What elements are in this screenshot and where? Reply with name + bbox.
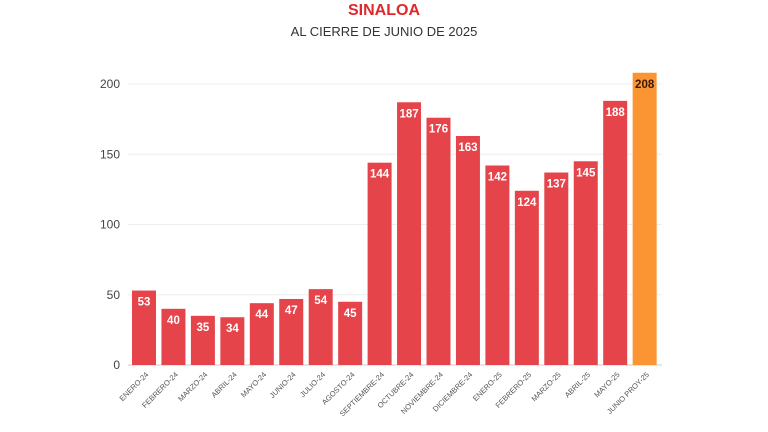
bar: [249, 303, 274, 365]
data-label: 142: [488, 171, 507, 183]
data-label: 35: [197, 322, 210, 334]
data-label: 47: [285, 305, 298, 317]
bar: [338, 301, 363, 365]
bar: [220, 317, 245, 365]
y-tick-label: 50: [107, 288, 121, 302]
bar: [603, 100, 628, 366]
data-label: 45: [344, 308, 357, 320]
data-label: 188: [606, 107, 626, 119]
bar: [544, 172, 569, 365]
bar: [455, 135, 480, 365]
bar: [514, 190, 539, 365]
x-tick-label: MARZO-24: [176, 370, 209, 403]
bar: [279, 298, 304, 365]
x-tick-label: ABRIL-25: [563, 370, 592, 399]
data-label: 208: [635, 79, 655, 91]
chart-subtitle: AL CIERRE DE JUNIO DE 2025: [290, 24, 478, 39]
data-label: 40: [167, 315, 180, 327]
bar: [573, 161, 598, 365]
x-tick-label: JUNIO-24: [268, 370, 298, 400]
data-label: 176: [429, 124, 448, 136]
x-tick-label: MAYO-24: [239, 370, 268, 399]
data-label: 53: [138, 297, 151, 309]
bar: [426, 117, 451, 365]
bar: [367, 162, 392, 365]
data-label: 144: [370, 169, 390, 181]
data-label: 187: [399, 108, 418, 120]
y-tick-label: 200: [100, 77, 120, 91]
bar: [485, 165, 510, 365]
data-label: 145: [576, 167, 596, 179]
y-tick-label: 100: [100, 218, 120, 232]
y-tick-label: 150: [100, 147, 120, 161]
x-tick-label: ABRIL-24: [209, 370, 238, 399]
data-label: 44: [255, 309, 268, 321]
bar: [190, 315, 215, 365]
y-tick-label: 0: [113, 358, 120, 372]
bar: [132, 290, 156, 365]
x-tick-label: MAYO-25: [592, 370, 621, 399]
x-tick-label: MARZO-25: [530, 370, 563, 403]
data-label: 34: [226, 323, 239, 335]
data-label: 163: [458, 142, 477, 154]
bar: [161, 308, 186, 365]
bar: [632, 72, 657, 365]
bar: [308, 289, 333, 365]
data-label: 124: [517, 197, 537, 209]
chart-title: SINALOA: [348, 2, 420, 19]
data-label: 137: [547, 179, 566, 191]
data-label: 54: [314, 295, 327, 307]
bar: [397, 102, 422, 365]
x-tick-label: JULIO-24: [298, 370, 327, 399]
